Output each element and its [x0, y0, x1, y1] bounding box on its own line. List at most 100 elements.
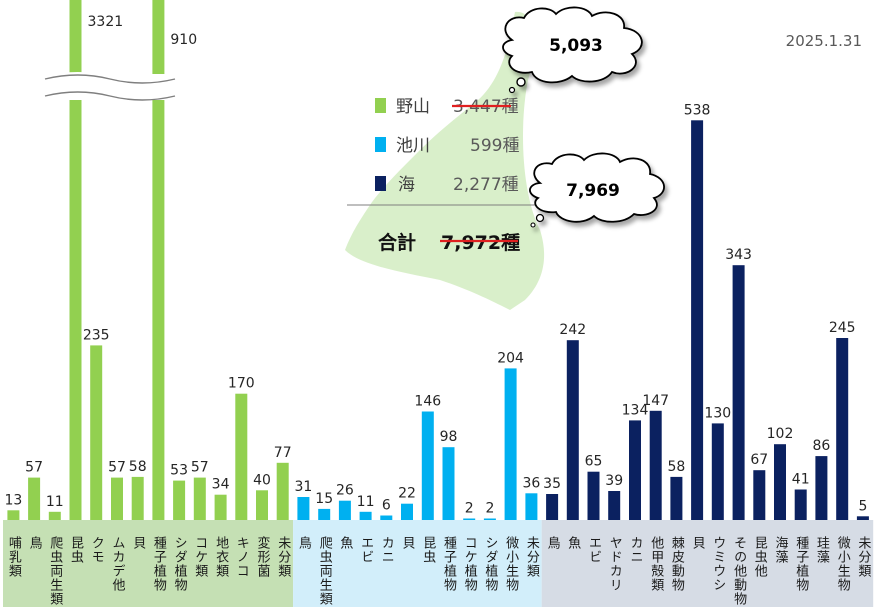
value-label-umi-4: 39: [605, 473, 623, 489]
bar-ikegawa-9: [463, 518, 476, 520]
bar-umi-8: [691, 120, 704, 521]
value-label-umi-7: 58: [667, 459, 685, 475]
value-label-umi-3: 65: [585, 454, 603, 470]
value-label-umi-16: 5: [858, 498, 867, 514]
value-label-umi-1: 35: [543, 476, 561, 492]
category-label-ikegawa-2: 爬虫両生類: [317, 536, 333, 606]
category-label-ikegawa-11: 微小生物: [503, 536, 518, 592]
bar-umi-11: [753, 470, 766, 520]
value-label-noyama-12: 170: [228, 376, 255, 392]
legend-label-ikegawa: 池川: [396, 136, 430, 156]
bar-ikegawa-7: [421, 411, 434, 520]
bar-noyama-5: [90, 345, 103, 520]
bar-umi-12: [774, 444, 786, 520]
total-count: 7,972種: [441, 232, 520, 254]
bar-noyama-11: [214, 494, 227, 520]
bar-umi-1: [546, 494, 559, 520]
bar-noyama-1: [7, 510, 20, 520]
value-label-noyama-5: 235: [83, 327, 110, 343]
category-label-noyama-6: ムカデ他: [110, 536, 126, 592]
bar-umi-6: [649, 410, 662, 520]
category-label-umi-16: 未分類: [855, 536, 871, 578]
bar-noyama-9: [173, 480, 186, 520]
noyama-band: [3, 520, 294, 607]
legend-swatch-ikegawa: [375, 137, 386, 152]
category-label-ikegawa-7: 昆虫: [420, 536, 436, 564]
value-label-ikegawa-6: 22: [398, 486, 416, 502]
value-label-ikegawa-1: 31: [294, 479, 312, 495]
category-label-umi-10: その他動物: [731, 536, 747, 606]
legend-swatch-noyama: [375, 98, 386, 113]
value-label-noyama-7: 58: [129, 459, 147, 475]
category-label-ikegawa-12: 未分類: [524, 536, 540, 578]
category-label-noyama-14: 未分類: [275, 536, 291, 578]
bar-noyama-12: [235, 393, 248, 520]
category-label-noyama-13: 変形菌: [255, 535, 271, 578]
bar-ikegawa-12: [525, 493, 538, 520]
bar-ikegawa-3: [338, 500, 351, 520]
value-label-noyama-13: 40: [253, 472, 271, 488]
category-label-umi-7: 棘皮動物: [669, 536, 685, 592]
category-label-noyama-5: クモ: [89, 536, 104, 564]
bars-layer: [7, 0, 869, 521]
bar-ikegawa-6: [401, 503, 413, 520]
category-label-ikegawa-10: シダ植物: [482, 536, 498, 592]
legend-label-umi: 海: [398, 175, 415, 195]
value-label-noyama-8: 910: [170, 32, 197, 48]
bar-noyama-3: [48, 511, 61, 520]
category-labels-layer: 哺乳類鳥爬虫両生類 昆虫 クモ ムカデ他貝種子植物 シダ植物 コケ類 地衣類 キノコ 変形菌 未分…: [6, 535, 871, 606]
category-label-ikegawa-3: 魚: [337, 536, 353, 550]
bar-umi-16: [856, 516, 869, 520]
category-label-umi-2: 魚: [565, 536, 581, 550]
value-label-ikegawa-11: 204: [497, 350, 524, 366]
category-label-umi-11: 昆虫他: [752, 536, 768, 578]
bar-umi-10: [732, 265, 745, 520]
date-label: 2025.1.31: [786, 32, 862, 50]
callout-noyama-value: 5,093: [549, 36, 603, 56]
callout-total-value: 7,969: [566, 181, 620, 201]
value-label-umi-6: 147: [642, 393, 669, 409]
category-label-noyama-10: コケ類: [192, 536, 208, 578]
ikegawa-band: [293, 520, 542, 607]
value-label-noyama-4: 3321: [88, 14, 124, 30]
value-label-umi-11: 67: [750, 452, 768, 468]
category-label-noyama-1: 哺乳類: [6, 536, 22, 578]
bar-ikegawa-4: [359, 511, 372, 520]
axis-break-wave: [44, 72, 176, 101]
value-label-umi-2: 242: [559, 322, 586, 338]
category-label-ikegawa-5: カニ: [379, 536, 394, 564]
bar-umi-2: [566, 340, 579, 520]
bar-umi-13: [794, 489, 807, 520]
bar-noyama-2: [28, 477, 41, 520]
value-label-umi-13: 41: [792, 472, 810, 488]
bar-noyama-8: [152, 0, 165, 520]
value-label-noyama-3: 11: [46, 494, 64, 510]
value-label-noyama-10: 57: [191, 460, 209, 476]
category-label-noyama-9: シダ植物: [172, 536, 188, 592]
legend-swatch-umi: [375, 176, 386, 191]
category-label-umi-8: 貝: [690, 536, 706, 550]
value-label-ikegawa-2: 15: [315, 491, 333, 507]
bar-noyama-4: [69, 0, 82, 520]
value-label-noyama-9: 53: [170, 463, 188, 479]
bar-ikegawa-2: [318, 508, 331, 520]
category-label-ikegawa-1: 鳥: [296, 536, 312, 550]
value-label-noyama-2: 57: [25, 460, 43, 476]
bar-noyama-6: [111, 477, 123, 520]
value-label-noyama-11: 34: [212, 477, 230, 493]
value-label-ikegawa-4: 11: [357, 494, 375, 510]
category-label-ikegawa-4: エビ: [358, 536, 373, 564]
value-label-umi-8: 538: [684, 102, 711, 118]
category-label-umi-3: エビ: [586, 536, 601, 564]
category-label-noyama-2: 鳥: [27, 536, 43, 550]
bar-ikegawa-1: [297, 497, 310, 520]
value-label-ikegawa-9: 2: [465, 501, 474, 517]
category-label-noyama-3: 爬虫両生類: [47, 536, 63, 606]
value-label-umi-14: 86: [812, 438, 830, 454]
value-label-ikegawa-5: 6: [382, 498, 391, 514]
bar-noyama-7: [131, 476, 144, 520]
category-label-umi-15: 微小生物: [835, 536, 851, 592]
